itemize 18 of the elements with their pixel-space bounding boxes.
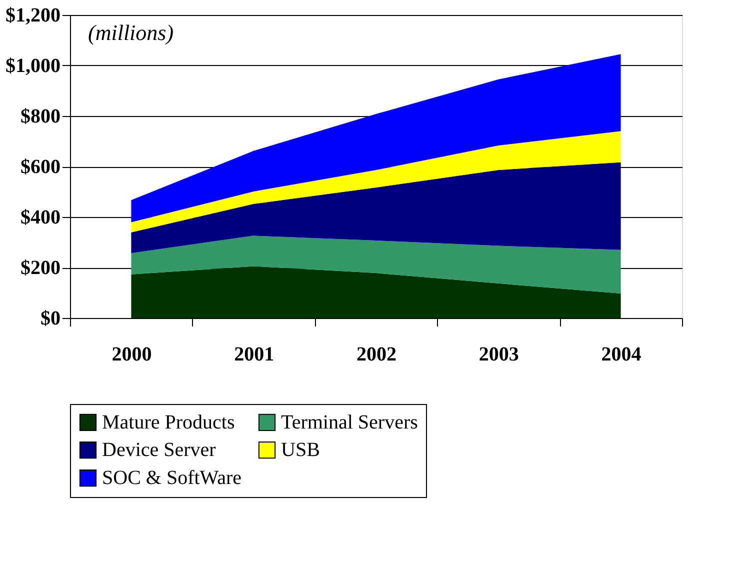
legend-label: Device Server [102,439,216,461]
y-tick-label: $200 [20,257,60,279]
legend-label: Terminal Servers [281,411,418,434]
y-tick-label: $600 [20,156,60,178]
y-tick-label: $400 [20,206,60,228]
x-tick-label: 2000 [112,344,152,366]
x-tick-label: 2004 [601,344,642,366]
y-tick-label: $800 [20,106,60,128]
legend-label: SOC & SoftWare [102,467,242,489]
x-tick-label: 2001 [234,344,274,366]
legend-label: Mature Products [102,411,235,434]
x-tick-label: 2002 [356,344,396,366]
y-tick-label: $1,200 [6,4,60,26]
y-tick-label: $1,000 [6,55,60,77]
x-tick-label: 2003 [478,344,519,366]
annotation: (millions) [88,20,174,45]
y-tick-label: $0 [40,308,60,330]
legend-label: USB [281,439,320,461]
